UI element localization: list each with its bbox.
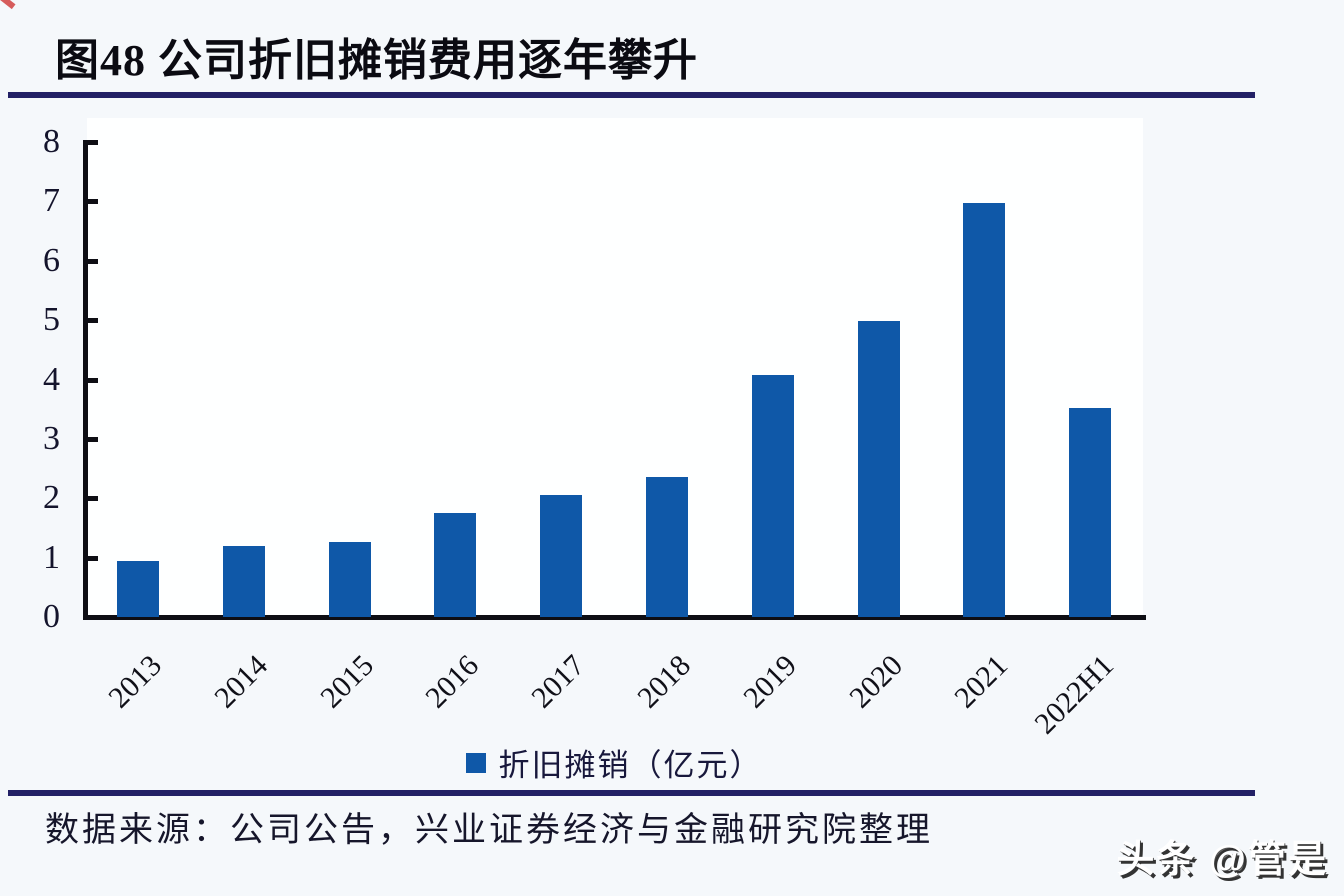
bar-2022H1 bbox=[1069, 408, 1112, 617]
bar-2017 bbox=[540, 495, 583, 617]
bar-2014 bbox=[222, 545, 265, 617]
bar-2020 bbox=[857, 321, 900, 617]
legend-label: 折旧摊销（亿元） bbox=[498, 748, 763, 783]
source-note: 数据来源：公司公告，兴业证券经济与金融研究院整理 bbox=[45, 812, 933, 849]
title-divider bbox=[8, 92, 1255, 98]
y-axis-tick-label: 0 bbox=[43, 598, 60, 635]
legend: 折旧摊销（亿元） bbox=[85, 740, 1143, 785]
figure-title: 图48 公司折旧摊销费用逐年攀升 bbox=[55, 36, 698, 85]
bar-2018 bbox=[645, 477, 688, 617]
bar-2015 bbox=[328, 541, 371, 617]
y-axis-tick-label: 8 bbox=[43, 123, 60, 160]
y-axis-tick bbox=[85, 436, 98, 442]
bar-2021 bbox=[963, 203, 1006, 617]
y-axis-tick-label: 7 bbox=[43, 182, 60, 220]
y-axis-tick bbox=[85, 318, 98, 324]
y-axis-tick-label: 2 bbox=[43, 479, 60, 517]
y-axis-tick-label: 5 bbox=[43, 301, 60, 339]
bar-2013 bbox=[116, 561, 159, 617]
y-axis-tick-label: 3 bbox=[43, 419, 60, 457]
y-axis-tick-label: 6 bbox=[43, 241, 60, 279]
y-axis-tick bbox=[85, 140, 98, 145]
y-axis-tick bbox=[85, 199, 98, 205]
x-axis-line bbox=[83, 615, 1146, 620]
y-axis-tick-label: 1 bbox=[43, 538, 60, 576]
y-axis-tick bbox=[85, 555, 98, 561]
watermark: 头条 @管是 bbox=[1116, 839, 1328, 881]
bar-2016 bbox=[434, 512, 477, 617]
y-axis-tick bbox=[85, 377, 98, 383]
y-axis-tick-label: 4 bbox=[43, 360, 60, 398]
y-axis-tick bbox=[85, 496, 98, 502]
footer-divider bbox=[8, 790, 1255, 796]
y-axis-line bbox=[83, 140, 88, 620]
legend-swatch bbox=[465, 752, 486, 773]
bar-2019 bbox=[751, 374, 794, 617]
y-axis-tick bbox=[85, 258, 98, 264]
